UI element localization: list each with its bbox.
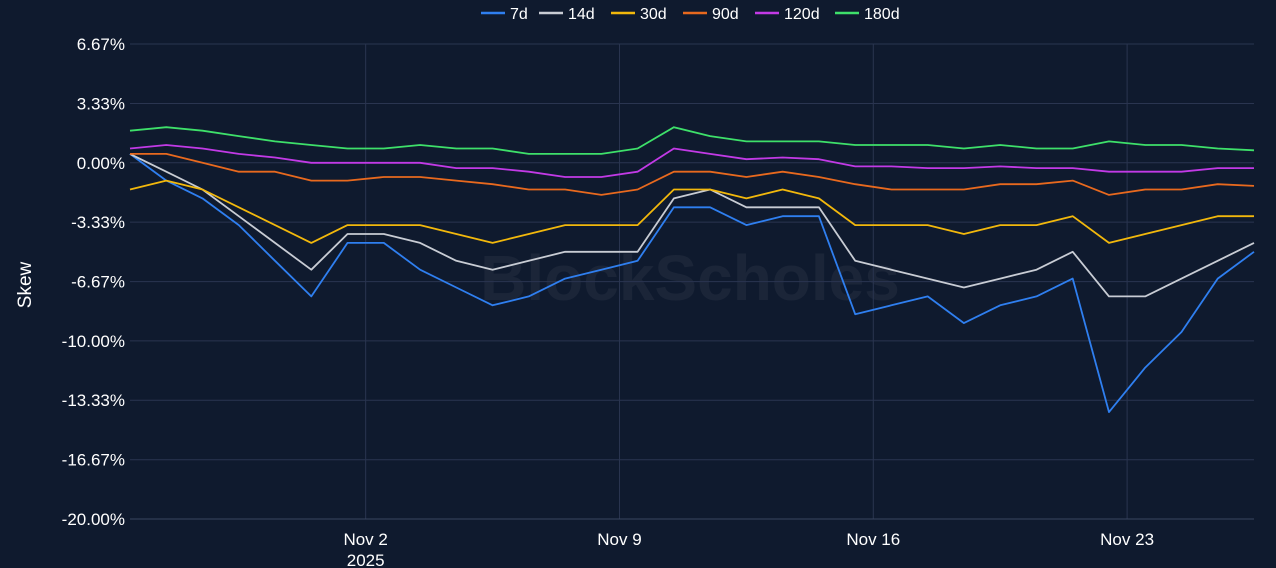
y-tick-label: 3.33% [77, 94, 125, 113]
x-tick-label: Nov 16 [846, 530, 900, 549]
x-tick-label: Nov 23 [1100, 530, 1154, 549]
series-line-7d [129, 153, 1255, 414]
y-tick-label: -3.33% [71, 213, 125, 232]
legend-label: 30d [640, 6, 667, 23]
y-axis-title: Skew [15, 261, 36, 308]
legend-label: 14d [568, 6, 595, 23]
watermark: BlockScholes [480, 242, 900, 314]
y-tick-label: -10.00% [62, 332, 125, 351]
y-axis: 6.67% 3.33% 0.00% -3.33% -6.67% -10.00% -13.33… [62, 35, 125, 529]
series-line-30d [129, 179, 1254, 244]
y-tick-label: 0.00% [77, 154, 125, 173]
series-layer [129, 126, 1255, 414]
y-tick-label: -16.67% [62, 451, 125, 470]
legend-item-14d[interactable]: 14d [539, 6, 595, 23]
series-line-14d [129, 153, 1255, 298]
legend-item-90d[interactable]: 90d [683, 6, 739, 23]
x-tick-label: Nov 2 [343, 530, 387, 549]
y-tick-label: -6.67% [71, 273, 125, 292]
legend: 7d 14d 30d 90d 120d 180d [481, 6, 900, 23]
x-axis: Nov 2 2025 Nov 9 Nov 16 Nov 23 [343, 530, 1154, 568]
legend-label: 180d [864, 6, 900, 23]
grid [130, 43, 1254, 520]
series-line-90d [130, 152, 1255, 196]
y-tick-label: -20.00% [62, 510, 125, 529]
y-tick-label: 6.67% [77, 35, 125, 54]
legend-label: 7d [510, 6, 528, 23]
legend-item-120d[interactable]: 120d [755, 6, 820, 23]
x-tick-label: Nov 9 [597, 530, 641, 549]
legend-label: 120d [784, 6, 820, 23]
legend-item-7d[interactable]: 7d [481, 6, 528, 23]
legend-label: 90d [712, 6, 739, 23]
legend-item-180d[interactable]: 180d [835, 6, 900, 23]
series-line-120d [129, 144, 1254, 178]
series-line-180d [129, 126, 1255, 155]
y-tick-label: -13.33% [62, 391, 125, 410]
legend-item-30d[interactable]: 30d [611, 6, 667, 23]
x-tick-sublabel: 2025 [347, 551, 385, 568]
